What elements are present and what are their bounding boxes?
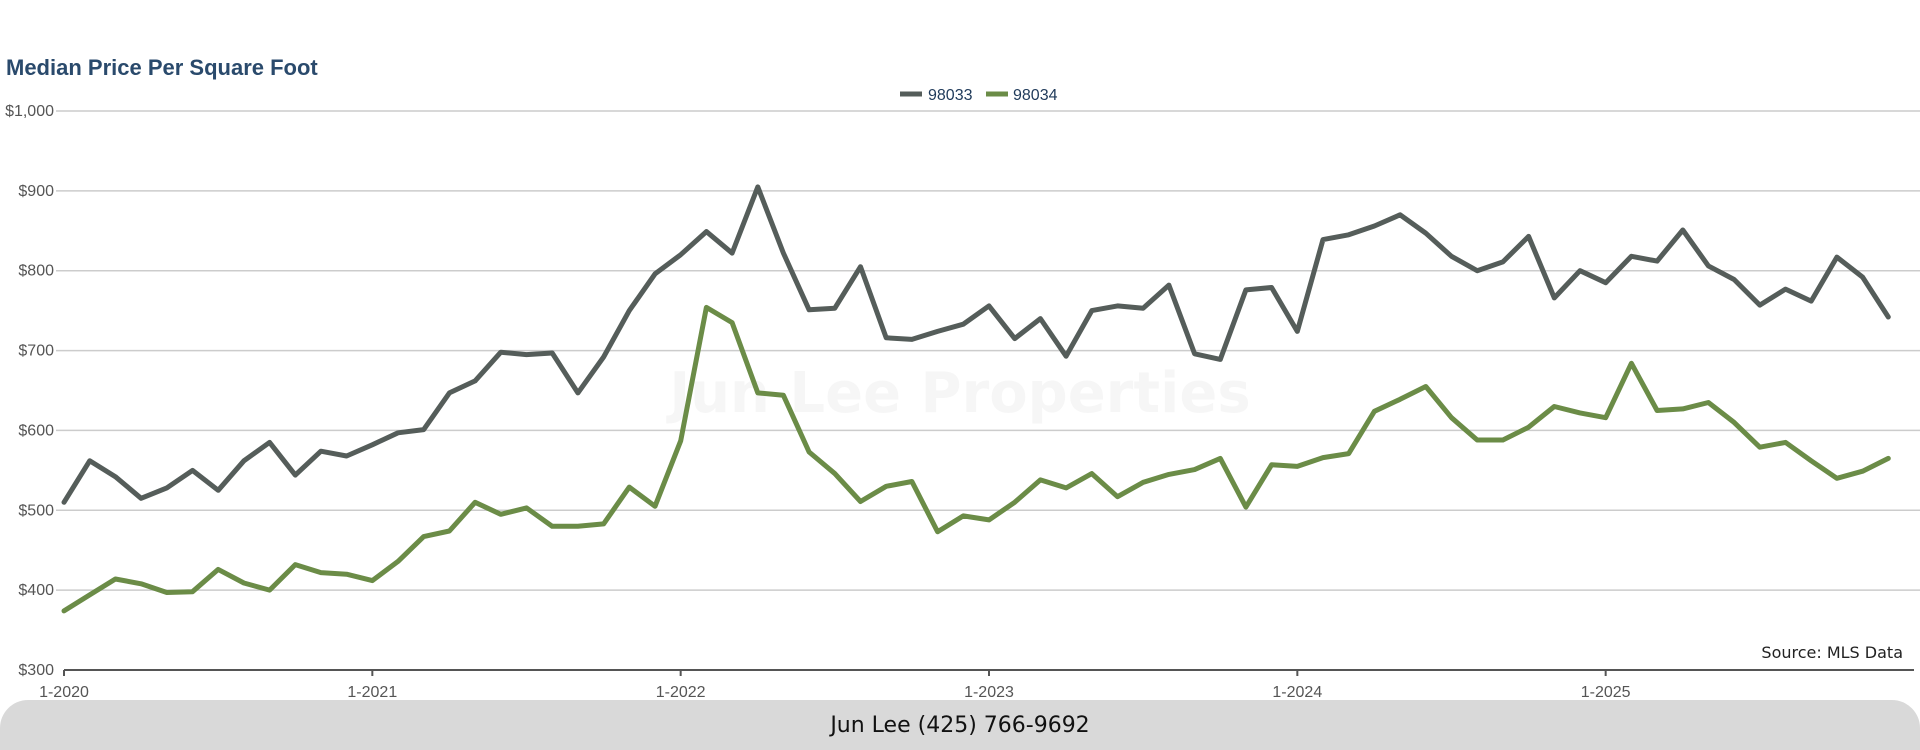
chart-title: Median Price Per Square Foot — [6, 55, 318, 80]
y-axis-ticks: $300 $400 $500 $600 $700 $800 $900 $1,000 — [5, 103, 54, 679]
footer-contact: Jun Lee (425) 766-9692 — [830, 712, 1090, 738]
x-tick-label: 1-2025 — [1581, 684, 1631, 701]
x-tick-label: 1-2024 — [1272, 684, 1322, 701]
legend: 98033 98034 — [900, 87, 1058, 104]
series-line-98033 — [61, 184, 1891, 505]
legend-label-98033: 98033 — [928, 87, 973, 104]
x-axis-ticks: 1-2020 1-2021 1-2022 1-2023 1-2024 1-2025 — [39, 670, 1631, 701]
series-lines — [61, 184, 1891, 614]
x-tick-label: 1-2023 — [964, 684, 1014, 701]
x-tick-label: 1-2021 — [347, 684, 397, 701]
source-note: Source: MLS Data — [1761, 643, 1903, 662]
y-tick-label: $700 — [18, 343, 54, 360]
y-tick-label: $400 — [18, 582, 54, 599]
x-tick-label: 1-2020 — [39, 684, 89, 701]
y-tick-label: $900 — [18, 183, 54, 200]
series-line-98034 — [61, 304, 1891, 614]
y-tick-label: $1,000 — [5, 103, 54, 120]
legend-label-98034: 98034 — [1013, 87, 1058, 104]
watermark-text: Jun Lee Properties — [665, 361, 1250, 426]
y-tick-label: $600 — [18, 422, 54, 439]
y-tick-label: $300 — [18, 662, 54, 679]
footer-bar: Jun Lee (425) 766-9692 — [0, 700, 1920, 750]
y-tick-label: $800 — [18, 263, 54, 280]
grid-lines — [56, 110, 1920, 591]
x-tick-label: 1-2022 — [656, 684, 706, 701]
y-tick-label: $500 — [18, 502, 54, 519]
